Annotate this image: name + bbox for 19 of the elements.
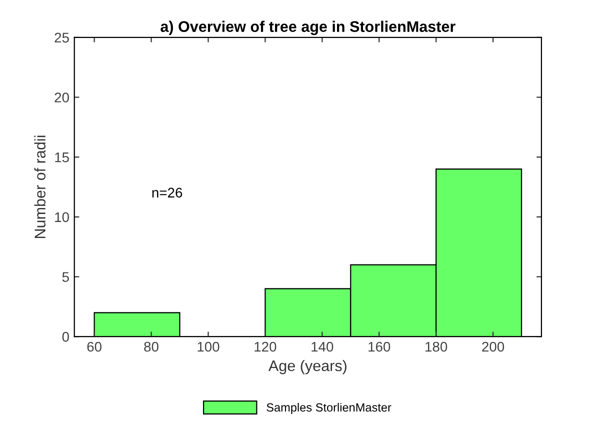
y-axis-title: Number of radii — [34, 136, 46, 238]
x-tick-label: 140 — [312, 342, 334, 352]
x-tick-label: 160 — [368, 342, 390, 352]
y-tick-label: 20 — [54, 92, 69, 102]
y-tick-label: 10 — [55, 212, 69, 222]
y-tick-label: 0 — [62, 332, 69, 342]
x-tick-label: 200 — [482, 342, 504, 352]
x-axis-title: Age (years) — [268, 360, 346, 374]
y-tick-label: 25 — [54, 32, 69, 43]
x-tick-label: 180 — [426, 342, 448, 352]
annotation: n=26 — [152, 188, 182, 198]
x-tick-label: 60 — [87, 342, 102, 352]
y-tick-label: 5 — [62, 272, 69, 282]
legend-label: Samples StorlienMaster — [266, 402, 392, 414]
x-tick-label: 120 — [254, 342, 276, 352]
x-tick-label: 80 — [144, 342, 158, 352]
chart-title: a) Overview of tree age in StorlienMaster — [160, 20, 456, 36]
x-tick-label: 100 — [198, 342, 220, 352]
y-tick-label: 15 — [55, 152, 69, 162]
